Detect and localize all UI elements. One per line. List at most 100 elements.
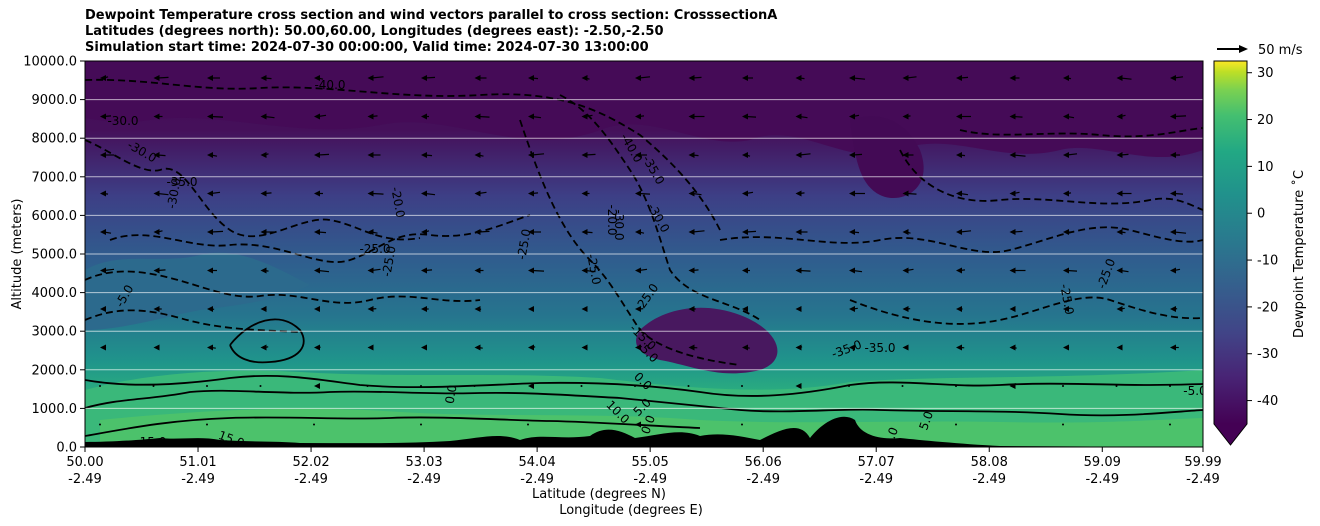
wind-vector-head	[635, 344, 641, 351]
colorbar-tick-label: 30	[1257, 66, 1274, 81]
wind-vector-head	[581, 113, 588, 120]
wind-vector-head	[100, 75, 106, 81]
wind-vector-head	[1170, 190, 1176, 197]
wind-vector-head	[367, 344, 374, 351]
wind-vector	[1062, 385, 1064, 387]
wind-vector-head	[1063, 190, 1069, 197]
wind-vector-head	[153, 306, 160, 312]
wind-vector-head	[1009, 267, 1016, 274]
wind-vector	[955, 385, 957, 387]
x-tick-label-lat: 55.05	[632, 455, 669, 470]
contour-label: 0.0	[638, 413, 658, 436]
wind-vector-head	[1009, 383, 1016, 389]
wind-vector-head	[1170, 306, 1176, 312]
wind-vector	[741, 423, 743, 426]
wind-vector-head	[1116, 229, 1123, 235]
wind-vector-head	[1063, 152, 1069, 158]
wind-vector-head	[100, 229, 106, 235]
wind-vector-head	[153, 190, 160, 197]
wind-vector-head	[956, 113, 962, 120]
wind-vector-head	[1116, 113, 1123, 120]
wind-vector-head	[207, 113, 213, 120]
wind-vector-head	[1063, 113, 1069, 120]
wind-vector-head	[902, 267, 909, 274]
wind-vector-head	[421, 306, 427, 312]
contour-label: -25.0	[584, 253, 603, 286]
x-tick-label-lat: 51.01	[179, 455, 216, 470]
title-line-3: Simulation start time: 2024-07-30 00:00:…	[85, 40, 649, 55]
wind-vector-head	[635, 267, 641, 274]
wind-vector-head	[100, 267, 106, 274]
contour-label: -35.0	[166, 175, 197, 189]
contour-label: -20.0	[605, 204, 619, 235]
chart-title: Dewpoint Temperature cross section and w…	[85, 8, 777, 56]
contour-labels-group: -40.0-30.0-30.0-35.0-30.0 -20.0-30.0-25.0…	[107, 78, 1203, 449]
wind-vector-head	[528, 190, 534, 197]
wind-vector-head	[260, 113, 267, 120]
wind-vector-head	[581, 306, 588, 312]
wind-vector	[420, 385, 422, 387]
x-axis-label-line2: Longitude (degrees E)	[559, 503, 703, 518]
wind-vector-head	[688, 229, 695, 235]
wind-vector-head	[260, 75, 267, 81]
wind-vector-head	[1116, 190, 1123, 197]
x-tick-label-lat: 50.00	[66, 455, 103, 470]
wind-vector-head	[153, 152, 160, 158]
wind-vector-head	[260, 344, 267, 351]
x-tick-label-lon: -2.49	[407, 472, 441, 487]
negative-contours	[85, 78, 1203, 366]
wind-vector-head	[100, 190, 106, 197]
y-tick-label: 7000.0	[32, 170, 78, 185]
colorbar-frame	[1213, 60, 1248, 446]
wind-vector-head	[367, 306, 374, 312]
wind-vector-head	[153, 267, 160, 274]
quiver-key-arrowhead	[1239, 45, 1248, 53]
wind-vector-head	[367, 113, 374, 120]
wind-vector-head	[474, 229, 481, 235]
wind-vector-head	[742, 344, 748, 351]
wind-vector-head	[528, 383, 534, 389]
wind-vector	[1169, 423, 1171, 426]
wind-vector	[901, 385, 904, 387]
wind-vector-head	[421, 229, 427, 235]
wind-vector-head	[742, 152, 748, 158]
wind-vector-head	[314, 113, 320, 120]
wind-vector-head	[528, 75, 534, 81]
wind-vector-head	[956, 306, 962, 312]
y-tick-label: 5000.0	[32, 248, 78, 263]
wind-vector-head	[795, 190, 802, 197]
wind-vector-head	[528, 229, 534, 235]
wind-vectors	[99, 75, 1187, 428]
wind-vector	[1062, 423, 1064, 426]
x-tick-label-lat: 52.02	[292, 455, 329, 470]
colorbar-tick-label: -30	[1257, 347, 1278, 362]
wind-vector	[1115, 385, 1118, 387]
y-tick-label: 9000.0	[32, 93, 78, 108]
contour-label: -25.0	[359, 242, 390, 256]
wind-vector-head	[100, 113, 106, 120]
contour-label: -35.0	[864, 341, 895, 355]
wind-vector	[206, 385, 208, 387]
x-tick-label-lon: -2.49	[746, 472, 780, 487]
wind-vector-head	[795, 152, 802, 158]
wind-vector	[741, 385, 743, 387]
wind-vector-head	[795, 306, 802, 312]
wind-vector-head	[367, 229, 374, 235]
wind-vector-head	[207, 344, 213, 351]
wind-vector-head	[902, 306, 909, 312]
contour-label: -25.0	[1057, 283, 1076, 316]
dry-tongue	[850, 116, 924, 198]
contour-label: -30.0	[164, 177, 183, 210]
wind-vector-head	[528, 113, 534, 120]
wind-vector-head	[314, 75, 320, 81]
colorbar-label: Dewpoint Temperature ˚C	[1291, 170, 1307, 338]
wind-vector	[206, 423, 208, 426]
wind-vector-head	[795, 344, 802, 351]
wind-vector-head	[849, 190, 855, 197]
wind-vector-head	[581, 229, 588, 235]
wind-vector	[848, 385, 850, 387]
contour-label: 15.0	[140, 435, 167, 449]
wind-vector	[99, 385, 101, 387]
x-tick-label-lon: -2.49	[68, 472, 102, 487]
wind-vector-head	[367, 190, 374, 197]
